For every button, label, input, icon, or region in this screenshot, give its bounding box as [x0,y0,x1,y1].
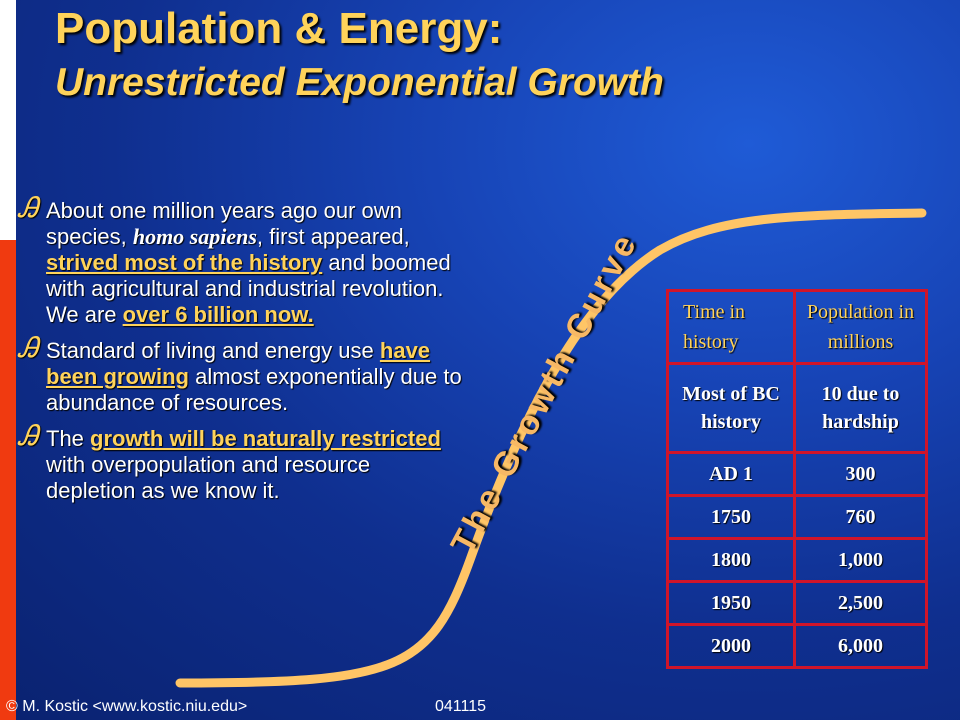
table-cell-population: 6,000 [793,623,928,669]
table-cell-population: 760 [793,494,928,540]
bullet-item: Ꭿ About one million years ago our own sp… [18,191,463,328]
table-cell-time: AD 1 [666,451,796,497]
table-row: Most of BC history 10 due to hardship [666,362,928,454]
bullet-item: Ꭿ The growth will be naturally restricte… [18,419,463,504]
bullet-item: Ꭿ Standard of living and energy use have… [18,331,463,416]
population-table: Time in history Population in millions M… [666,289,928,669]
bullet-highlight: over 6 billion now. [122,302,314,327]
bullet-icon: Ꭿ [18,331,39,364]
table-row: 2000 6,000 [666,623,928,669]
bullet-icon: Ꭿ [18,419,39,452]
table-cell-population: 1,000 [793,537,928,583]
bullet-text: Standard of living and energy use [46,338,380,363]
bullet-text-species: homo sapiens [132,224,257,249]
table-cell-population: 10 due to hardship [793,362,928,454]
footer-code: 041115 [435,698,487,715]
bullet-text: About one million years ago our own spec… [46,198,402,249]
slide-title: Population & Energy: [55,4,503,53]
slide-footer: © M. Kostic <www.kostic.niu.edu> 041115 [0,693,960,720]
bullet-list: Ꭿ About one million years ago our own sp… [18,191,463,514]
table-cell-population: 300 [793,451,928,497]
bullet-text: , first appeared, [256,224,410,249]
bullet-text: The [46,426,91,451]
left-accent-bar [0,0,16,720]
left-accent-bar-red [0,240,16,720]
growth-curve-line [175,208,927,688]
table-header-population: Population in millions [793,289,928,365]
table-row: 1800 1,000 [666,537,928,583]
table-header-row: Time in history Population in millions [666,289,928,365]
bullet-highlight: strived most of the history [46,250,323,275]
table-cell-time: 1750 [666,494,796,540]
table-row: AD 1 300 [666,451,928,497]
table-header-time: Time in history [666,289,796,365]
bullet-highlight: growth will be naturally restricted [90,426,441,451]
footer-credit: © M. Kostic <www.kostic.niu.edu> [6,698,248,715]
bullet-text: almost exponentially due to abundance of… [46,364,462,415]
table-row: 1950 2,500 [666,580,928,626]
table-cell-time: Most of BC history [666,362,796,454]
table-cell-population: 2,500 [793,580,928,626]
table-row: 1750 760 [666,494,928,540]
table-cell-time: 1950 [666,580,796,626]
table-cell-time: 2000 [666,623,796,669]
bullet-highlight: have been growing [46,338,431,389]
bullet-text: and boomed with agricultural and industr… [46,250,451,327]
table-cell-time: 1800 [666,537,796,583]
bullet-icon: Ꭿ [18,191,39,224]
bullet-text: with overpopulation and resource depleti… [46,452,371,503]
slide-subtitle: Unrestricted Exponential Growth [55,61,664,104]
